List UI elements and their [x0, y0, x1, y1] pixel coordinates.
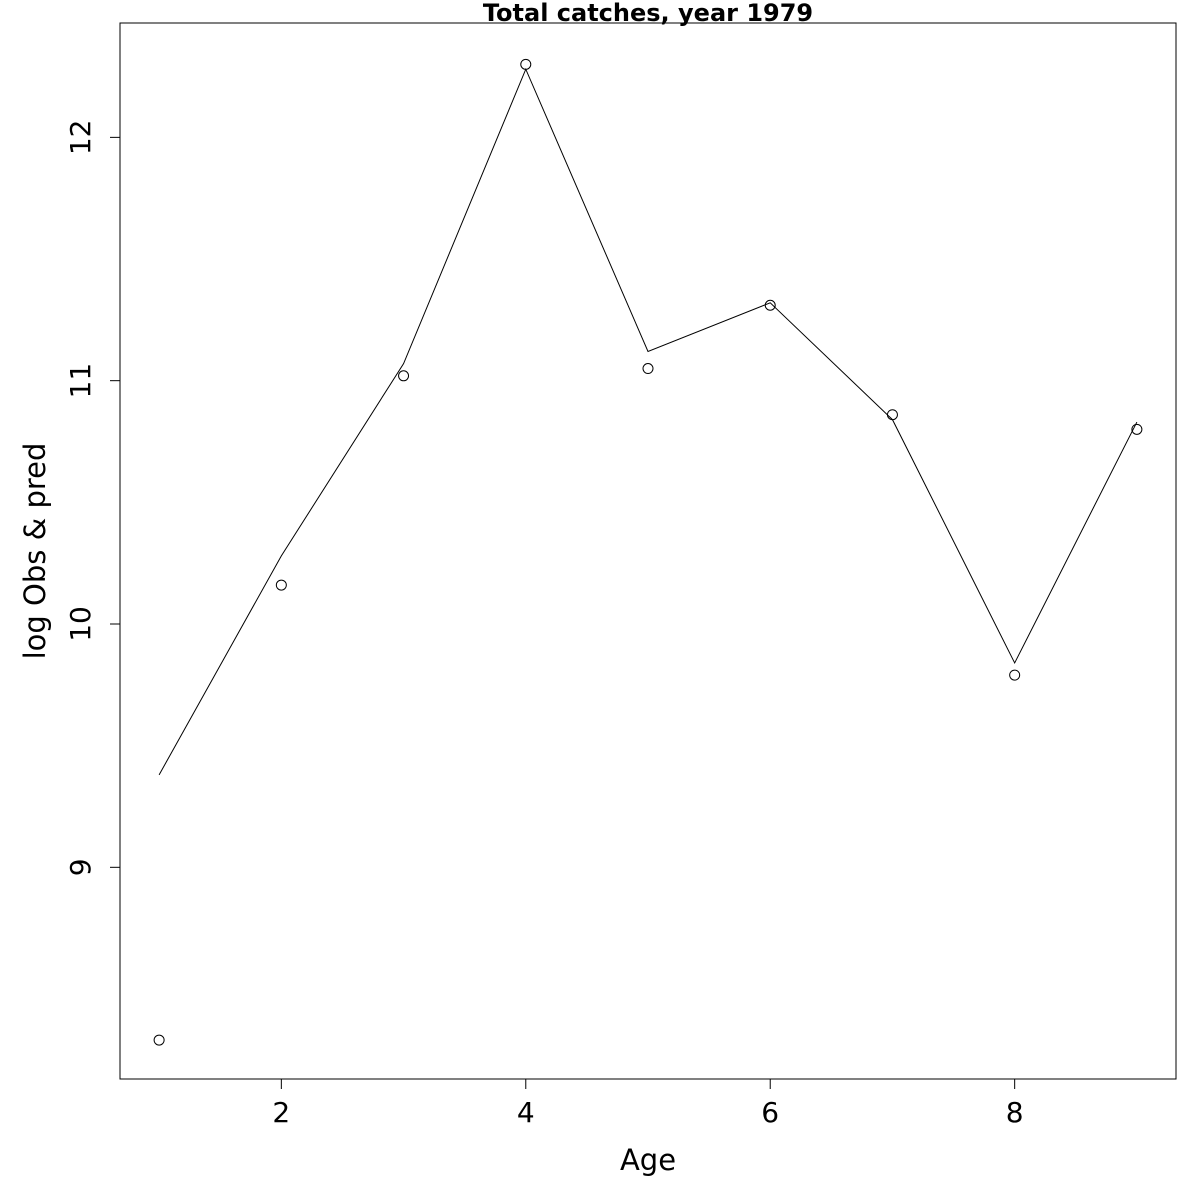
- obs-point: [520, 58, 532, 70]
- pred-line: [158, 67, 1138, 776]
- y-tick-label: 10: [64, 606, 97, 642]
- x-tick-label: 4: [517, 1096, 535, 1129]
- obs-point: [398, 370, 410, 382]
- obs-point: [764, 299, 776, 311]
- obs-point: [642, 363, 654, 375]
- obs-point: [275, 579, 287, 591]
- x-axis-label: Age: [620, 1143, 676, 1177]
- x-tick-label: 2: [272, 1096, 290, 1129]
- y-axis-label: log Obs & pred: [18, 443, 52, 660]
- y-tick-label: 9: [64, 858, 97, 876]
- y-tick-label: 11: [64, 363, 97, 399]
- obs-point: [1009, 669, 1021, 681]
- y-tick-label: 12: [64, 120, 97, 156]
- obs-point: [1131, 423, 1143, 435]
- x-tick-label: 8: [1006, 1096, 1024, 1129]
- chart-title: Total catches, year 1979: [483, 0, 813, 27]
- x-tick-label: 6: [761, 1096, 779, 1129]
- obs-point: [886, 409, 898, 421]
- plot-frame: [119, 22, 1177, 1080]
- obs-point: [153, 1034, 165, 1046]
